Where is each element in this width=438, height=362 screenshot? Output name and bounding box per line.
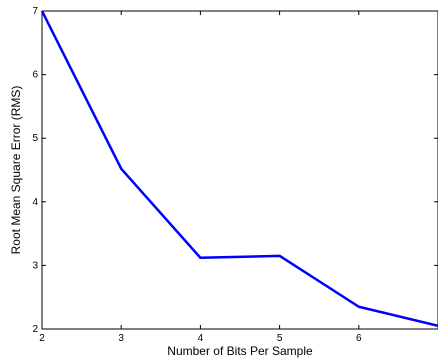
x-tick-label: 6 bbox=[356, 333, 362, 344]
x-tick-label: 5 bbox=[277, 333, 283, 344]
y-tick-label: 5 bbox=[32, 133, 38, 144]
tick-label-group: 2 3 4 5 6 2 3 4 5 6 7 bbox=[32, 6, 362, 344]
y-tick-label: 4 bbox=[32, 197, 38, 208]
y-tick-label: 3 bbox=[32, 260, 38, 271]
y-tick-label: 6 bbox=[32, 70, 38, 81]
plot-frame bbox=[41, 10, 438, 330]
series-line bbox=[40, 10, 438, 328]
y-tick-label: 2 bbox=[32, 324, 38, 335]
x-tick-label: 4 bbox=[198, 333, 204, 344]
y-axis-label: Root Mean Square Error (RMS) bbox=[9, 86, 23, 255]
x-tick-label: 2 bbox=[39, 333, 45, 344]
x-axis-label: Number of Bits Per Sample bbox=[167, 344, 313, 358]
x-tick-label: 3 bbox=[118, 333, 124, 344]
tick-group bbox=[41, 10, 438, 330]
y-tick-label: 7 bbox=[32, 6, 38, 17]
